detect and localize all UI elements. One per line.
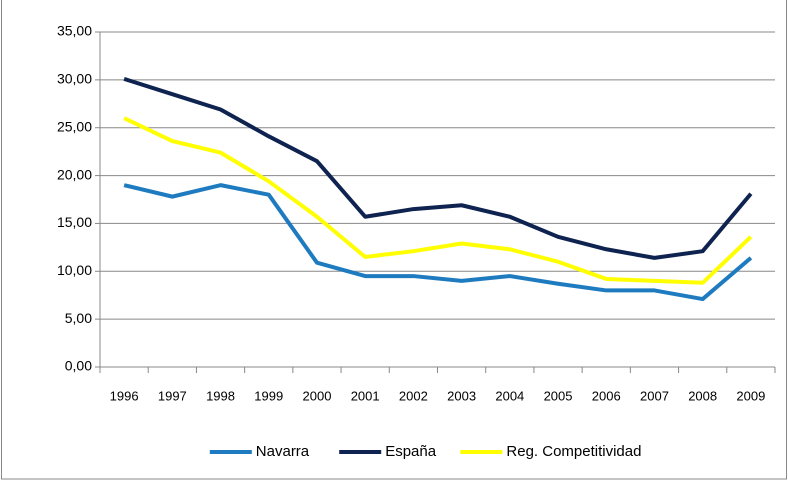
series-line xyxy=(123,76,753,260)
y-tick-label: 35,00 xyxy=(57,23,92,39)
x-tick-label: 1999 xyxy=(254,388,283,403)
x-tick-label: 2000 xyxy=(303,388,332,403)
x-tick-label: 2008 xyxy=(688,388,717,403)
x-tick-label: 1997 xyxy=(158,388,187,403)
legend-label: Navarra xyxy=(256,443,310,460)
series-line xyxy=(123,183,753,302)
series-line xyxy=(123,116,753,285)
y-tick-label: 0,00 xyxy=(65,358,92,374)
y-tick-label: 30,00 xyxy=(57,71,92,87)
x-tick-label: 2007 xyxy=(640,388,669,403)
x-tick-label: 2002 xyxy=(399,388,428,403)
legend-label: España xyxy=(385,443,437,460)
y-tick-label: 15,00 xyxy=(57,214,92,230)
x-tick-label: 2004 xyxy=(495,388,524,403)
x-tick-label: 2006 xyxy=(592,388,621,403)
x-tick-label: 1998 xyxy=(206,388,235,403)
y-tick-label: 5,00 xyxy=(65,310,92,326)
x-tick-label: 2001 xyxy=(351,388,380,403)
x-tick-label: 2009 xyxy=(736,388,765,403)
x-tick-label: 2005 xyxy=(544,388,573,403)
legend-label: Reg. Competitividad xyxy=(506,443,641,460)
y-tick-label: 10,00 xyxy=(57,262,92,278)
y-tick-label: 20,00 xyxy=(57,166,92,182)
x-tick-label: 1996 xyxy=(110,388,139,403)
x-tick-label: 2003 xyxy=(447,388,476,403)
y-tick-label: 25,00 xyxy=(57,118,92,134)
